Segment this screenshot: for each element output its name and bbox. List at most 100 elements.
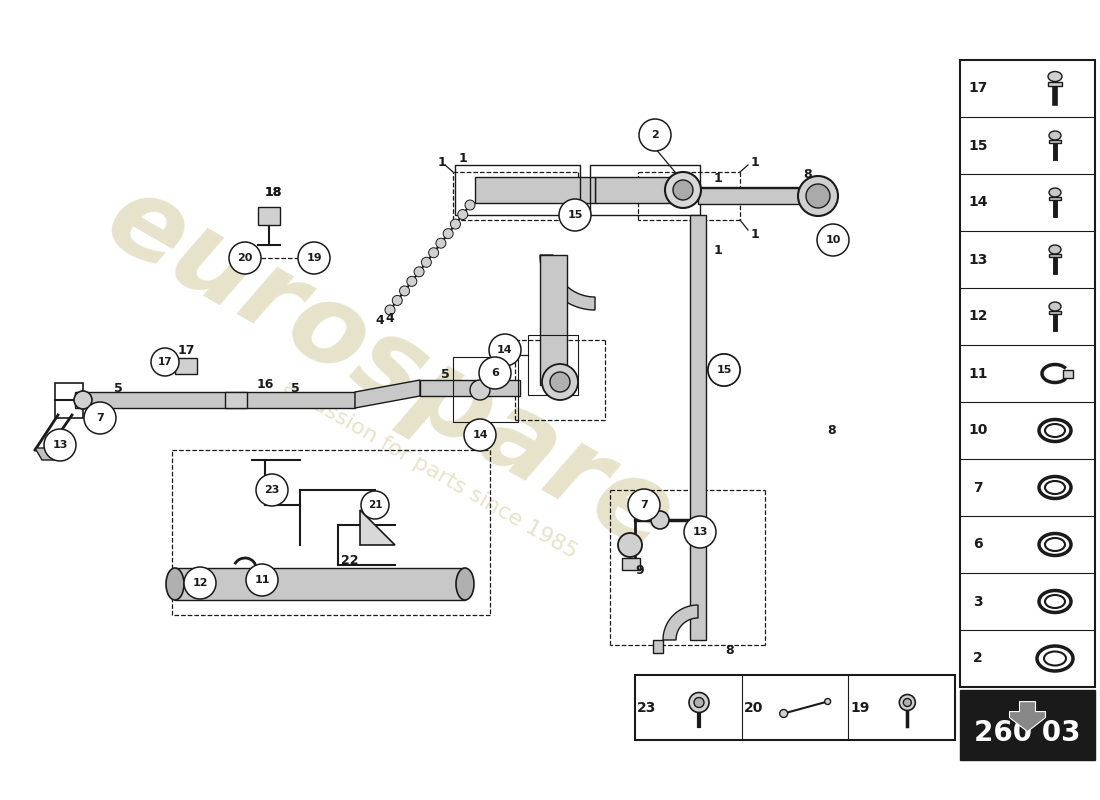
Circle shape [550,372,570,392]
Text: 13: 13 [692,527,707,537]
Text: 23: 23 [264,485,279,495]
Ellipse shape [166,568,184,600]
Circle shape [684,516,716,548]
Text: 12: 12 [968,310,988,323]
Bar [1049,310,1061,314]
Polygon shape [360,510,395,545]
Bar [528,335,578,395]
Circle shape [151,348,179,376]
Bar [690,215,706,640]
Text: 17: 17 [157,357,173,367]
Text: 15: 15 [716,365,732,375]
Bar [540,255,566,385]
Bar [698,187,798,199]
Polygon shape [355,380,420,408]
Text: 18: 18 [264,186,282,199]
Ellipse shape [1049,188,1061,197]
Circle shape [490,334,521,366]
Text: 4: 4 [386,311,395,325]
Circle shape [84,402,116,434]
Circle shape [421,258,431,267]
Text: 2: 2 [974,651,983,666]
Bar [1063,370,1072,378]
Text: 8: 8 [827,423,836,437]
Circle shape [694,698,704,707]
Circle shape [618,533,642,557]
Circle shape [44,429,76,461]
Text: 7: 7 [974,481,982,494]
Bar [1048,82,1062,86]
Bar [258,207,280,225]
Circle shape [542,364,578,400]
Circle shape [393,295,403,306]
Text: 19: 19 [306,253,322,263]
Bar [455,165,580,215]
Circle shape [708,354,740,386]
Circle shape [256,474,288,506]
Text: 19: 19 [850,701,870,714]
Bar [75,392,355,408]
Circle shape [465,200,475,210]
Circle shape [798,176,838,216]
Polygon shape [1010,702,1045,731]
Text: 17: 17 [968,82,988,95]
Ellipse shape [1049,131,1061,140]
Bar [453,357,518,422]
Bar [420,380,520,396]
Bar [175,568,465,600]
Circle shape [458,210,468,219]
Polygon shape [663,605,698,640]
Text: 18: 18 [264,186,282,199]
Text: 14: 14 [497,345,513,355]
Text: 5: 5 [113,382,122,394]
Circle shape [780,710,788,718]
Text: 11: 11 [968,366,988,381]
Text: 17: 17 [177,343,195,357]
Circle shape [298,242,330,274]
Circle shape [246,564,278,596]
Text: 11: 11 [254,575,270,585]
Circle shape [399,286,409,296]
Circle shape [559,199,591,231]
Bar [635,675,955,740]
Circle shape [385,305,395,315]
Text: 1: 1 [750,155,759,169]
Text: 1: 1 [459,151,468,165]
Circle shape [900,694,915,710]
Circle shape [903,698,911,706]
Circle shape [414,267,425,277]
Text: 12: 12 [192,578,208,588]
Circle shape [666,172,701,208]
Bar [960,690,1094,760]
Circle shape [451,219,461,229]
Circle shape [806,184,830,208]
Polygon shape [540,255,595,310]
Text: a passion for parts since 1985: a passion for parts since 1985 [279,377,581,563]
Ellipse shape [1048,71,1062,82]
Text: 3: 3 [974,594,982,609]
Circle shape [478,357,512,389]
Bar [653,640,663,653]
Text: 5: 5 [441,369,450,382]
Circle shape [229,242,261,274]
Text: 6: 6 [491,368,499,378]
Text: 1: 1 [438,155,447,169]
Text: 15: 15 [968,138,988,153]
Ellipse shape [456,568,474,600]
Circle shape [436,238,446,248]
Text: 22: 22 [341,554,359,566]
Text: 14: 14 [968,195,988,210]
Text: 260 03: 260 03 [975,719,1080,747]
Bar [698,188,813,204]
Circle shape [651,511,669,529]
Text: 8: 8 [726,643,735,657]
Text: 10: 10 [968,423,988,438]
Bar [475,177,595,203]
Circle shape [639,119,671,151]
Circle shape [407,276,417,286]
Bar [226,392,248,408]
Text: 8: 8 [804,169,812,182]
Bar [1049,254,1061,257]
Bar [621,558,640,570]
Circle shape [817,224,849,256]
